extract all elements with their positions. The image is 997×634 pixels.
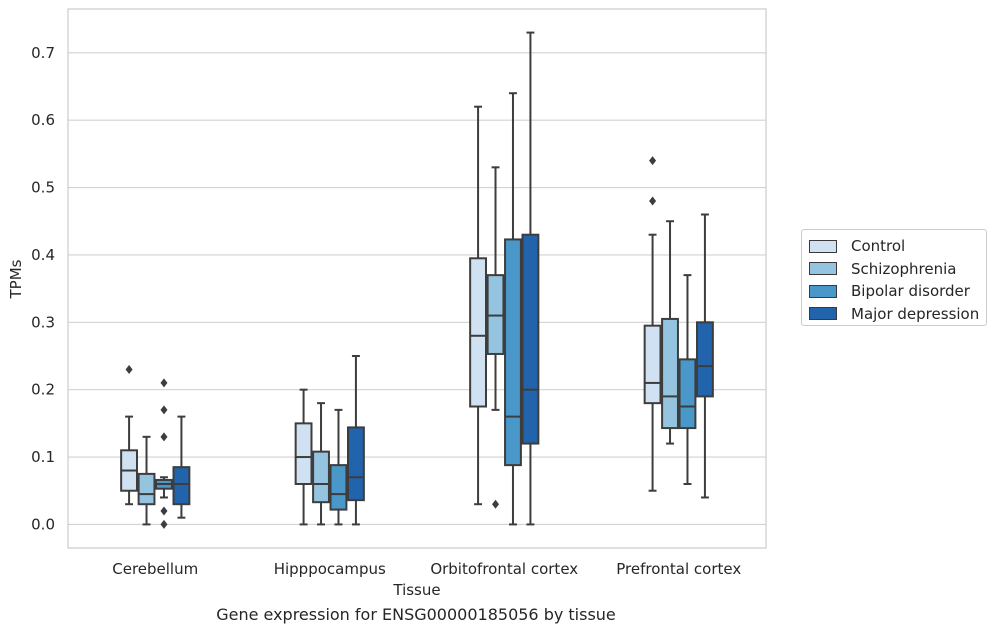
y-tick-label: 0.1: [31, 448, 55, 466]
iqr-box: [696, 321, 714, 398]
outlier-point: [160, 405, 168, 415]
box-group: [678, 274, 697, 485]
iqr-box: [469, 257, 487, 408]
x-tick-labels: Cerebellum Hipppocampus Orbitofrontal cort…: [112, 560, 741, 578]
box-group: [643, 156, 662, 492]
iqr-box: [504, 238, 522, 467]
outlier-point: [125, 364, 133, 374]
iqr-box: [661, 317, 679, 430]
box-group: [312, 402, 330, 526]
legend-item-bipolar-disorder: Bipolar disorder: [809, 280, 986, 303]
outlier-point: [649, 156, 657, 166]
y-tick-label: 0.6: [31, 111, 55, 129]
iqr-box: [486, 274, 505, 355]
legend-label-control: Control: [851, 237, 906, 256]
y-axis-label: TPMs: [7, 259, 25, 299]
y-tick-label: 0.7: [31, 44, 55, 62]
outlier-point: [160, 519, 168, 529]
y-tick-label: 0.5: [31, 179, 55, 197]
outlier-point: [160, 378, 168, 388]
outlier-point: [649, 196, 657, 206]
iqr-box: [294, 422, 313, 485]
legend-item-schizophrenia: Schizophrenia: [809, 258, 986, 281]
grid-lines: [68, 52, 766, 526]
box-group: [120, 364, 139, 506]
iqr-box: [678, 358, 697, 430]
iqr-box: [521, 233, 540, 445]
box-group: [486, 166, 505, 509]
box-group: [172, 415, 191, 519]
box-group: [294, 388, 313, 526]
box-group: [155, 378, 173, 529]
iqr-box: [312, 450, 330, 504]
x-axis-label: Tissue: [392, 581, 440, 599]
box-series: [120, 31, 714, 529]
legend-swatch-major-depression: [809, 307, 837, 321]
plot-area-frame: [67, 8, 767, 549]
box-group: [329, 408, 348, 526]
legend-swatch-bipolar-disorder: [809, 284, 837, 298]
figure-caption: Gene expression for ENSG00000185056 by t…: [216, 605, 616, 624]
y-tick-label: 0.4: [31, 246, 55, 264]
legend-swatch-control: [809, 239, 837, 253]
box-group: [661, 220, 679, 445]
outlier-point: [160, 506, 168, 516]
box-group: [137, 435, 156, 526]
box-group: [347, 354, 365, 526]
outlier-point: [160, 432, 168, 442]
y-tick-label: 0.0: [31, 515, 55, 533]
iqr-box: [329, 464, 348, 511]
legend-label-bipolar-disorder: Bipolar disorder: [851, 282, 970, 301]
legend-item-major-depression: Major depression: [809, 303, 986, 326]
box-group: [504, 92, 522, 526]
box-group: [696, 213, 714, 499]
y-tick-labels: 0.0 0.1 0.2 0.3 0.4 0.5 0.6 0.7: [31, 44, 55, 534]
iqr-box: [172, 466, 191, 506]
iqr-box: [643, 324, 662, 405]
box-group: [469, 105, 487, 506]
x-tick-label: Cerebellum: [112, 560, 198, 578]
box-group: [521, 31, 540, 526]
outlier-point: [492, 499, 500, 509]
iqr-box: [347, 426, 365, 502]
y-tick-label: 0.3: [31, 313, 55, 331]
x-tick-label: Prefrontal cortex: [616, 560, 741, 578]
legend-label-schizophrenia: Schizophrenia: [851, 259, 957, 278]
legend-swatch-schizophrenia: [809, 262, 837, 276]
legend-label-major-depression: Major depression: [851, 304, 980, 323]
x-tick-label: Orbitofrontal cortex: [430, 560, 578, 578]
x-tick-label: Hipppocampus: [274, 560, 386, 578]
legend-item-control: Control: [809, 235, 986, 258]
y-tick-label: 0.2: [31, 381, 55, 399]
legend: Control Schizophrenia Bipolar disorder M…: [801, 229, 987, 326]
iqr-box: [137, 472, 156, 506]
